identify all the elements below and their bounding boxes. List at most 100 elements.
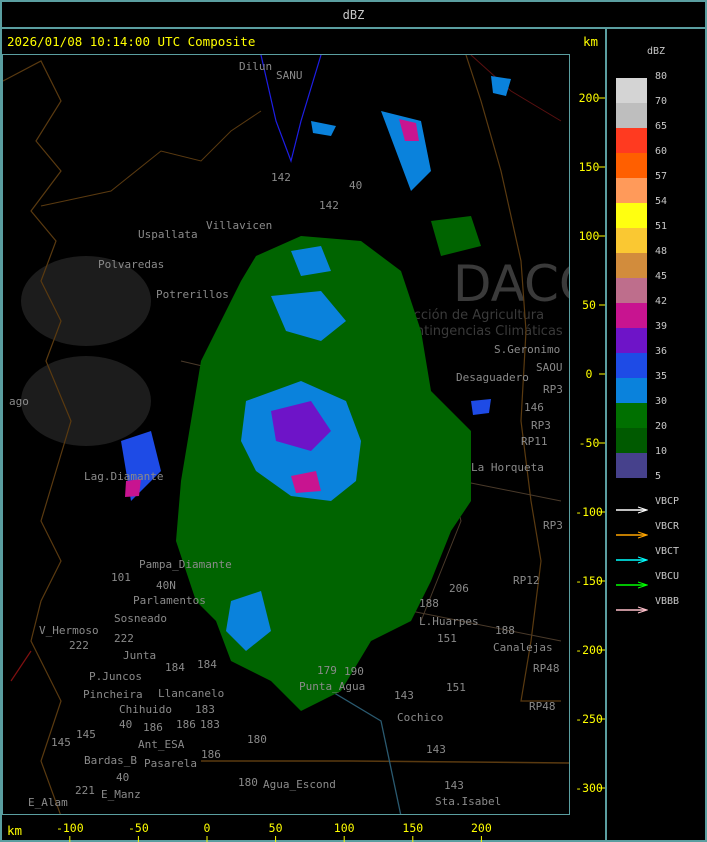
legend-value-label: 54 [655,196,668,207]
echo-35dbz [271,291,346,341]
map-place-label: Cochico [397,711,443,724]
legend-value-label: 20 [655,421,668,432]
legend-value-label: 35 [655,371,668,382]
legend-value-label: 36 [655,346,668,357]
echo-35dbz [311,121,336,136]
map-place-label: 151 [437,632,457,645]
echo-35dbz [291,246,331,276]
watermark-line2: y Contingencias Climáticas [387,324,563,339]
radar-name-label: VBCT [655,546,680,557]
map-place-label: Uspallata [138,228,198,241]
legend-swatch [616,453,647,478]
watermark-brand: DACC [453,255,570,313]
legend-swatch [616,128,647,153]
map-place-label: 101 [111,571,131,584]
legend-swatch [616,78,647,103]
map-place-label: Bardas_B [84,754,137,767]
map-place-label: 40N [156,579,176,592]
legend-value-label: 80 [655,71,668,82]
legend-value-label: 10 [655,446,668,457]
radar-name-label: VBBB [655,596,680,607]
y-axis-unit: km [583,34,599,49]
map-place-label: 183 [200,718,220,731]
map-place-label: S.Geronimo [494,343,560,356]
legend-value-label: 39 [655,321,668,332]
map-place-label: 188 [419,597,439,610]
legend-swatch [616,378,647,403]
legend-value-label: 48 [655,246,668,257]
radar-map-svg: DACC Dirección de Agricultura y Continge… [3,55,570,814]
legend-value-label: 5 [655,471,662,482]
map-place-label: 145 [76,728,96,741]
map-place-label: Canalejas [493,641,553,654]
map-place-label: Chihuido [119,703,172,716]
map-place-label: 142 [271,171,291,184]
map-place-label: Llancanelo [158,687,224,700]
map-place-label: Villavicen [206,219,272,232]
map-place-label: RP48 [529,700,556,713]
map-place-label: RP48 [533,662,560,675]
map-place-label: 184 [165,661,185,674]
map-place-label: P.Juncos [89,670,142,683]
map-place-label: ago [9,395,29,408]
legend-value-label: 57 [655,171,668,182]
radar-name-label: VBCU [655,571,680,582]
map-place-label: Polvaredas [98,258,164,271]
map-place-label: Desaguadero [456,371,529,384]
radar-arrow-icon [616,599,649,614]
map-place-label: Sosneado [114,612,167,625]
timestamp-title: 2026/01/08 10:14:00 UTC Composite [7,34,256,49]
map-place-label: SANU [276,69,303,82]
map-place-label: Ant_ESA [138,738,185,751]
map-place-label: Parlamentos [133,594,206,607]
map-place-label: La Horqueta [471,461,544,474]
map-place-label: E_Manz [101,788,141,801]
legend-value-label: 30 [655,396,668,407]
map-place-label: 221 [75,784,95,797]
echo-42dbz [399,119,419,141]
echo-35dbz [226,591,271,651]
map-place-label: E_Alam [28,796,68,809]
radar-echoes [121,76,511,711]
map-place-label: RP3 [543,383,563,396]
map-place-label: 145 [51,736,71,749]
legend-unit: dBZ [647,46,666,57]
map-place-label: 142 [319,199,339,212]
map-place-label: Agua_Escond [263,778,336,791]
map-place-label: 222 [69,639,89,652]
map-place-label: V_Hermoso [39,624,99,637]
map-place-label: 186 [201,748,221,761]
echo-35dbz [381,111,431,191]
map-place-label: 184 [197,658,217,671]
map-place-label: SAOU [536,361,563,374]
map-place-label: 206 [449,582,469,595]
map-place-label: Pasarela [144,757,197,770]
legend-swatch [616,103,647,128]
map-place-label: 143 [394,689,414,702]
radar-name-label: VBCP [655,496,680,507]
legend-swatch [616,228,647,253]
watermark-emblem [21,356,151,446]
map-place-label: 179 [317,664,337,677]
legend-value-label: 65 [655,121,668,132]
map-place-label: 180 [247,733,267,746]
echo-42dbz [291,471,321,493]
echo-42dbz [125,479,141,497]
radar-map[interactable]: DACC Dirección de Agricultura y Continge… [2,54,570,815]
legend-swatch [616,328,647,353]
map-place-label: 143 [426,743,446,756]
map-place-label: Sta.Isabel [435,795,501,808]
map-place-label: Dilun [239,60,272,73]
map-place-label: 40 [119,718,132,731]
radar-arrow-icon [616,549,649,564]
legend-value-label: 70 [655,96,668,107]
map-place-label: RP11 [521,435,548,448]
map-place-label: Pincheira [83,688,143,701]
map-place-label: RP3 [543,519,563,532]
legend-swatch [616,403,647,428]
map-place-label: 180 [238,776,258,789]
map-place-label: 40 [349,179,362,192]
product-title: dBZ [342,8,365,22]
legend-value-label: 45 [655,271,668,282]
map-place-label: Potrerillos [156,288,229,301]
